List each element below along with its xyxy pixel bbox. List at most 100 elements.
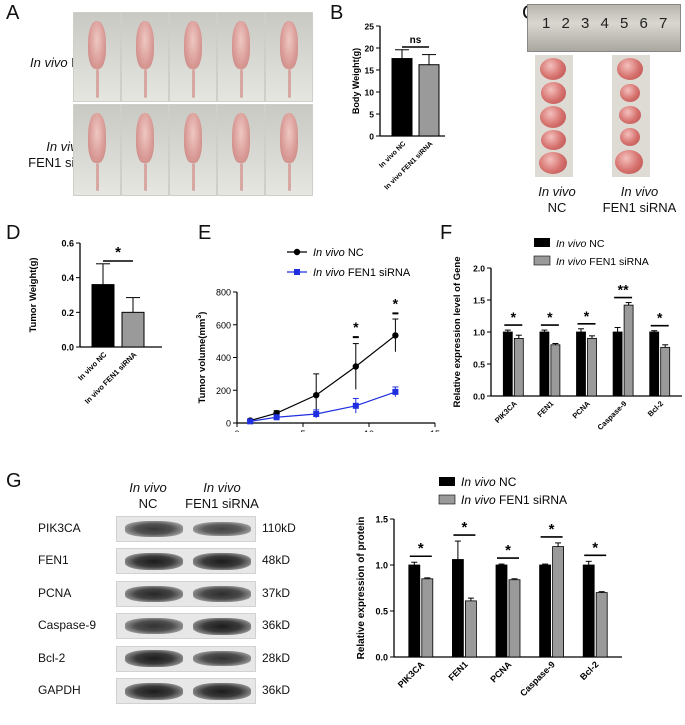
wb-protein-label: GAPDH — [38, 683, 81, 697]
category-label: FEN1 — [446, 659, 469, 682]
category-label: Caspase-9 — [596, 399, 629, 432]
bar — [418, 64, 440, 137]
wb-band — [193, 585, 251, 602]
data-point — [313, 410, 320, 417]
wb-band — [125, 618, 183, 634]
bar — [421, 578, 434, 658]
category-label: In vivo FEN1 siRNA — [83, 350, 139, 406]
significance-mark: * — [115, 244, 121, 261]
wb-band — [125, 650, 183, 668]
mouse-tail — [288, 69, 291, 98]
category-label: PCNA — [571, 399, 593, 421]
mouse-tail — [96, 69, 99, 98]
tumor-image — [540, 106, 566, 128]
mouse-tail — [240, 162, 243, 192]
y-tick-label: 20 — [365, 44, 375, 54]
panel-c-group1-label: In vivo NC — [538, 184, 576, 215]
wb-protein-label: FEN1 — [38, 553, 69, 568]
ruler-number: 7 — [659, 15, 668, 32]
bar — [649, 331, 660, 397]
significance-mark: * — [418, 540, 424, 557]
legend-label-nc: In vivo NC — [313, 247, 364, 259]
tumor-image — [617, 58, 643, 80]
ruler-number: 2 — [561, 15, 570, 32]
y-tick-label: 0.0 — [473, 392, 485, 402]
bar — [576, 331, 586, 397]
y-axis-label: Relative expression of protein — [356, 517, 367, 660]
wb-kd-label: 36kD — [262, 618, 291, 633]
y-tick-label: 0.2 — [61, 308, 74, 318]
panel-label-a: A — [6, 2, 20, 24]
legend-label-sirna: In vivo FEN1 siRNA — [313, 267, 411, 279]
mouse-photo — [265, 12, 313, 102]
category-label: PCNA — [488, 659, 513, 684]
legend-swatch-sirna — [438, 494, 456, 505]
mouse-tail — [288, 162, 291, 192]
y-tick-label: 0.6 — [61, 239, 74, 249]
y-tick-label: 25 — [365, 22, 375, 32]
wb-protein-label: Bcl-2 — [38, 650, 66, 665]
data-point — [352, 363, 359, 370]
wb-band — [125, 552, 183, 570]
legend-marker-sirna — [294, 269, 300, 275]
mouse-tail — [144, 162, 147, 192]
mouse-photo — [265, 104, 313, 196]
wb-protein-label: PIK3CA — [38, 521, 81, 535]
ruler-number: 1 — [542, 15, 551, 32]
mouse-tail — [144, 69, 147, 98]
mouse-photo — [73, 12, 121, 102]
panel-label-e: E — [198, 222, 212, 244]
mouse-body — [232, 21, 250, 70]
y-tick-label: 1.5 — [473, 296, 485, 306]
wb-band — [193, 521, 251, 537]
significance-mark: * — [584, 308, 590, 324]
wb-row-gapdh — [116, 678, 256, 704]
category-label: PIK3CA — [493, 399, 519, 425]
significance-mark: * — [393, 295, 399, 311]
chart-e-tumor-volume: 0200400600800051015Tumor volume(mm3)Time… — [196, 247, 440, 432]
category-label: Caspase-9 — [518, 659, 557, 698]
ruler-number: 5 — [620, 15, 629, 32]
tumor-image — [540, 58, 566, 80]
mouse-photo — [217, 104, 265, 196]
data-point — [392, 332, 399, 339]
panel-label-g: G — [6, 470, 22, 492]
wb-kd-label: 37kD — [262, 585, 291, 600]
mouse-tail — [192, 69, 195, 98]
wb-row-bcl-2 — [116, 645, 256, 672]
category-label: Bcl-2 — [578, 659, 601, 682]
wb-band — [125, 682, 183, 700]
data-point — [313, 391, 320, 399]
mouse-body — [232, 113, 250, 163]
mouse-tail — [96, 162, 99, 192]
bar — [502, 331, 513, 397]
panel-label-f: F — [440, 222, 453, 244]
legend-label-nc: In vivo NC — [556, 238, 605, 250]
bar — [495, 564, 508, 658]
x-tick-label: 15 — [430, 429, 440, 432]
bar — [508, 579, 521, 658]
mouse-photo — [121, 104, 169, 196]
chart-g-protein-expression: 0.0 0.5 1.0 1.5 Relative expression of prote… — [356, 475, 622, 698]
bar — [552, 546, 565, 658]
y-tick-label: 400 — [216, 353, 231, 363]
bar — [660, 346, 671, 397]
bar — [623, 304, 634, 397]
bar — [587, 338, 597, 397]
wb-row-caspase-9 — [116, 613, 256, 640]
significance-mark: * — [461, 519, 467, 536]
legend-swatch-nc — [534, 238, 550, 247]
wb-band — [193, 682, 251, 700]
significance-mark: * — [505, 542, 511, 559]
category-label: Bcl-2 — [646, 399, 665, 418]
bar — [465, 600, 477, 658]
series-line — [250, 334, 396, 422]
mouse-body — [280, 113, 298, 163]
y-tick-label: 600 — [216, 320, 231, 330]
bar — [539, 331, 550, 397]
significance-mark: * — [353, 319, 359, 335]
wb-col1-label: In vivo NC — [129, 480, 167, 511]
wb-band — [125, 585, 183, 602]
